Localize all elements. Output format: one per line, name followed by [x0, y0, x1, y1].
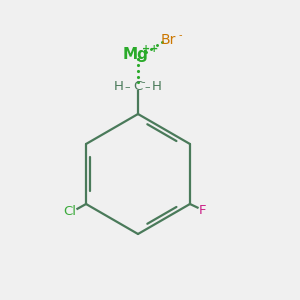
Text: –: – — [145, 82, 150, 92]
Text: Mg: Mg — [123, 46, 148, 62]
Text: ++: ++ — [142, 44, 158, 54]
Text: H: H — [152, 80, 162, 94]
Text: H: H — [114, 80, 123, 94]
Text: -: - — [179, 30, 182, 40]
Text: C: C — [134, 80, 142, 94]
Text: F: F — [199, 203, 207, 217]
Text: –: – — [124, 82, 130, 92]
Text: Br: Br — [161, 34, 176, 47]
Text: -: - — [141, 77, 145, 87]
Text: Cl: Cl — [63, 205, 76, 218]
